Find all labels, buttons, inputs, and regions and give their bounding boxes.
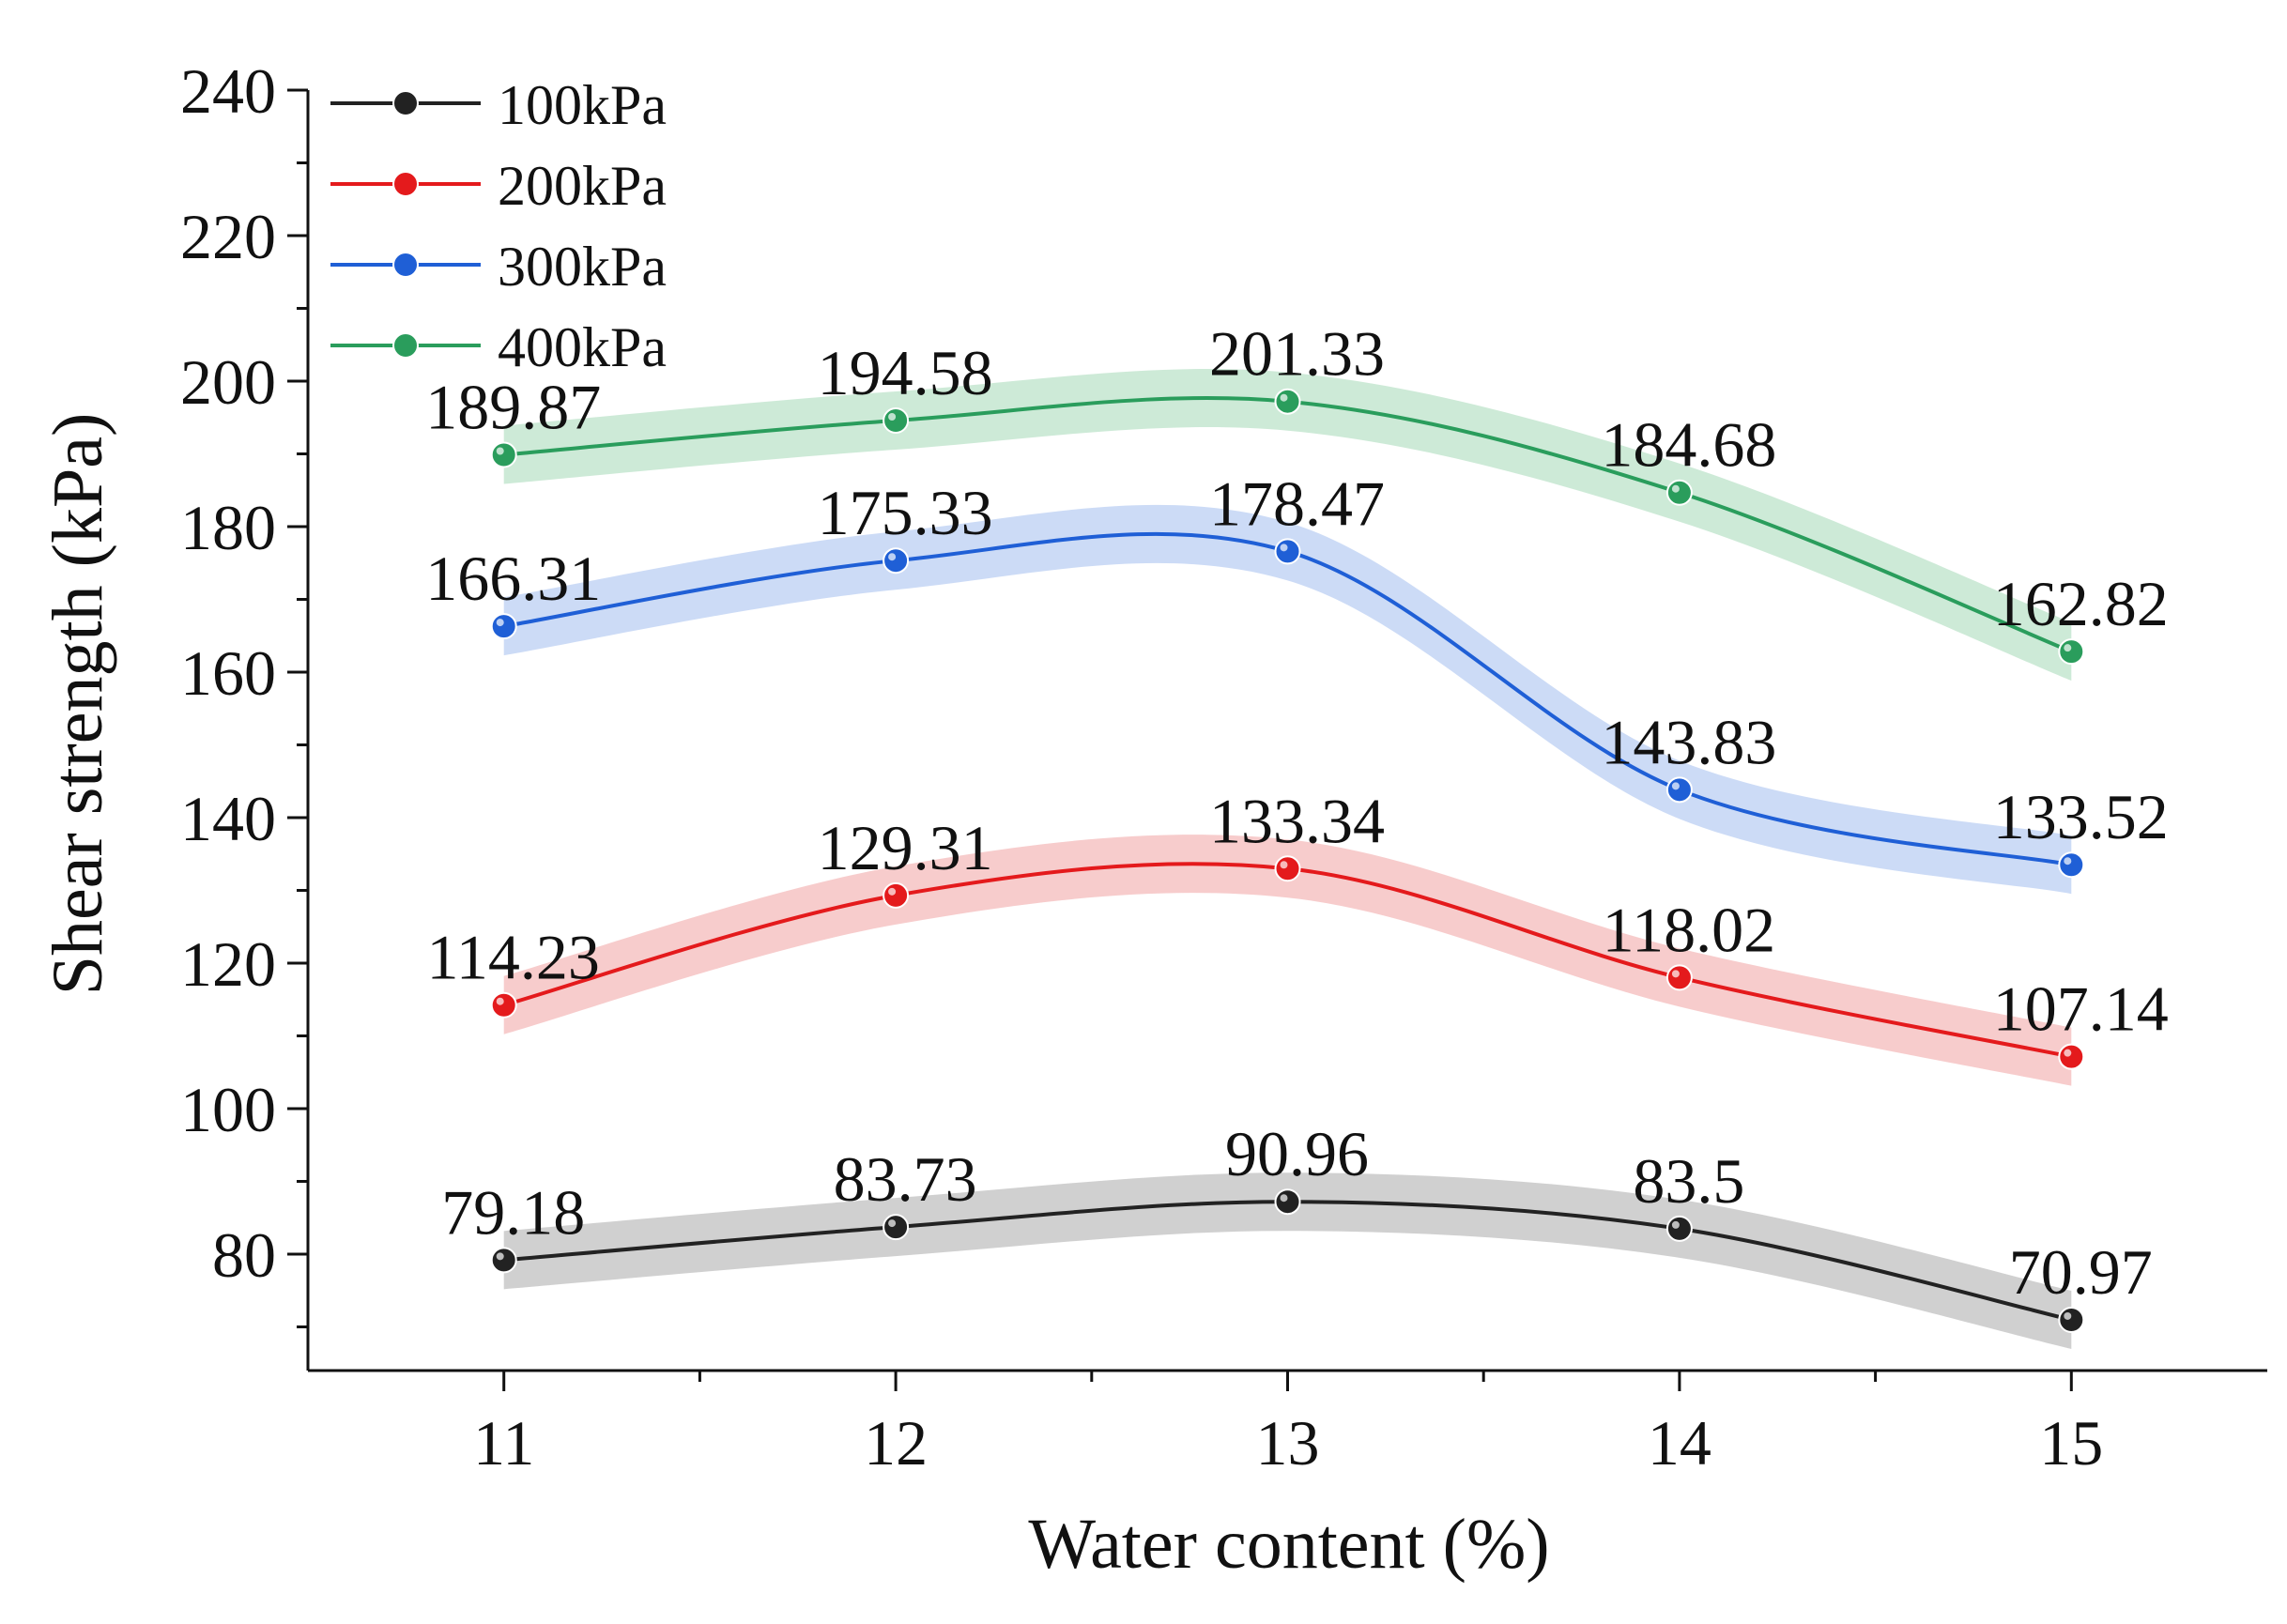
data-point-highlight: [1671, 484, 1680, 493]
legend-label: 100kPa: [498, 74, 667, 136]
data-point: [1665, 964, 1693, 991]
data-point: [1665, 776, 1693, 804]
data-point: [2058, 851, 2085, 879]
data-point-highlight: [1671, 782, 1680, 790]
data-point: [2058, 1306, 2085, 1333]
data-point-highlight: [496, 619, 504, 627]
data-label: 107.14: [1993, 973, 2169, 1045]
y-tick-label: 80: [212, 1219, 276, 1291]
data-label: 133.52: [1993, 781, 2169, 852]
data-point-highlight: [496, 997, 504, 1005]
y-tick-label: 120: [180, 928, 276, 1000]
y-tick-label: 240: [180, 55, 276, 127]
data-label: 79.18: [441, 1176, 585, 1248]
data-label: 83.73: [834, 1143, 977, 1215]
data-label: 133.34: [1209, 785, 1385, 856]
legend-marker: [392, 171, 419, 197]
x-tick-label: 13: [1256, 1407, 1320, 1478]
data-point: [490, 991, 517, 1019]
data-label: 118.02: [1603, 894, 1775, 965]
legend-marker: [392, 332, 419, 359]
legend-label: 200kPa: [498, 155, 667, 217]
data-point-highlight: [888, 887, 897, 896]
x-axis-title: Water content (%): [1028, 1505, 1549, 1584]
legend-marker: [392, 252, 419, 278]
data-point: [883, 881, 910, 909]
legend-marker: [392, 90, 419, 116]
legend-label: 400kPa: [498, 316, 667, 378]
data-point-highlight: [888, 553, 897, 561]
data-point-highlight: [2064, 1311, 2072, 1320]
data-point-highlight: [2064, 644, 2072, 652]
data-point: [490, 1247, 517, 1274]
data-point: [1274, 855, 1301, 882]
data-label: 175.33: [818, 477, 993, 548]
data-label: 166.31: [425, 543, 601, 614]
data-label: 114.23: [426, 922, 599, 993]
data-label: 189.87: [425, 372, 601, 443]
data-point: [2058, 638, 2085, 666]
data-label: 83.5: [1633, 1145, 1744, 1217]
y-tick-label: 140: [180, 783, 276, 854]
data-point-highlight: [1280, 861, 1288, 869]
legend: 100kPa 200kPa 300kPa 400kPa: [330, 74, 667, 378]
y-tick-label: 160: [180, 637, 276, 709]
data-point-highlight: [496, 1252, 504, 1261]
x-tick-label: 11: [473, 1407, 534, 1478]
data-label: 178.47: [1209, 467, 1385, 539]
data-labels: 79.18 83.73 90.96 83.5 70.97 114.23 129.31 133.…: [425, 318, 2169, 1308]
y-axis-title: Shear strength (kPa): [38, 413, 117, 996]
axes: 80 100 120 140 160 180 200 220 240 11 12 13 14 15: [180, 55, 2267, 1478]
y-tick-label: 220: [180, 201, 276, 272]
data-label: 162.82: [1993, 568, 2169, 639]
data-point-highlight: [888, 413, 897, 421]
data-label: 90.96: [1225, 1118, 1369, 1189]
data-point-highlight: [1671, 1220, 1680, 1229]
data-point: [2058, 1043, 2085, 1070]
y-tick-label: 100: [180, 1074, 276, 1145]
data-point: [490, 441, 517, 468]
x-tick-label: 12: [864, 1407, 928, 1478]
y-tick-label: 180: [180, 492, 276, 563]
data-label: 194.58: [818, 337, 993, 408]
data-point-highlight: [2064, 857, 2072, 866]
x-tick-label: 15: [2039, 1407, 2103, 1478]
data-point-highlight: [2064, 1049, 2072, 1057]
data-point: [883, 547, 910, 575]
data-label: 143.83: [1601, 706, 1776, 777]
band-400kPa: [503, 368, 2072, 682]
data-point-highlight: [496, 447, 504, 455]
data-label: 70.97: [2009, 1236, 2153, 1308]
data-point: [883, 407, 910, 435]
data-label: 201.33: [1209, 318, 1385, 390]
data-point-highlight: [1671, 970, 1680, 978]
data-point-highlight: [1280, 393, 1288, 402]
data-points: [490, 388, 2085, 1333]
data-point: [1274, 1188, 1301, 1216]
data-point: [1665, 1215, 1693, 1242]
data-point-highlight: [1280, 544, 1288, 552]
data-point: [1274, 388, 1301, 415]
data-point-highlight: [888, 1219, 897, 1228]
data-point: [883, 1214, 910, 1241]
data-point-highlight: [1280, 1194, 1288, 1203]
data-point: [490, 613, 517, 640]
data-point: [1274, 538, 1301, 565]
legend-label: 300kPa: [498, 236, 667, 298]
data-label: 129.31: [818, 812, 993, 883]
data-label: 184.68: [1601, 409, 1776, 481]
y-tick-label: 200: [180, 346, 276, 418]
x-tick-label: 14: [1648, 1407, 1711, 1478]
data-point: [1665, 479, 1693, 506]
